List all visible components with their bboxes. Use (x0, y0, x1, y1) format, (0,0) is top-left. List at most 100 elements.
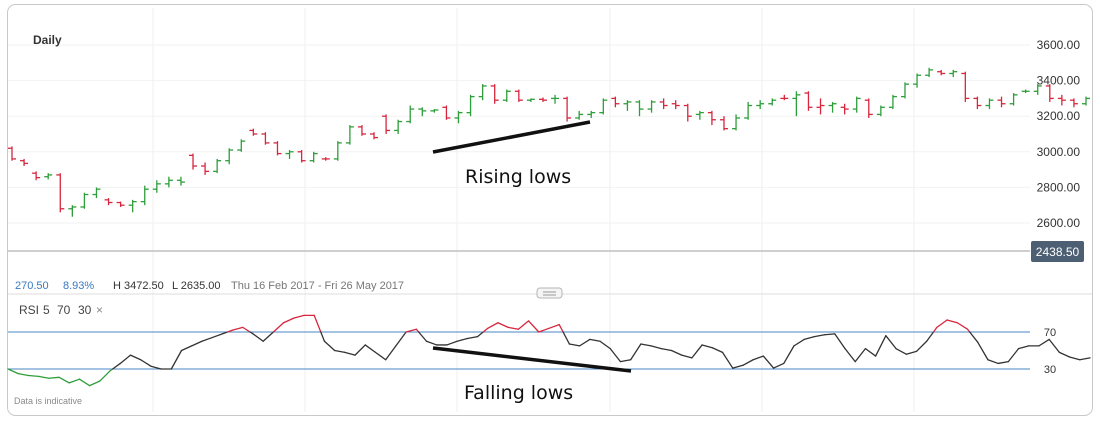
horizontal-gridlines (8, 44, 1030, 224)
price-tick-label: 2600.00 (1037, 216, 1081, 230)
ohlc-bar (32, 171, 41, 181)
rising-lows-trendline (432, 120, 591, 154)
rsi-segment (293, 314, 305, 319)
ohlc-bar (611, 96, 620, 108)
ohlc-bar (261, 132, 270, 145)
ohlc-bar (478, 84, 487, 101)
rsi-segment (78, 378, 91, 387)
current-price-value: 2438.50 (1036, 245, 1080, 259)
rsi-segment (385, 345, 397, 361)
ohlc-bar (913, 73, 922, 88)
rsi-label: RSI (19, 303, 39, 317)
date-range: Thu 16 Feb 2017 - Fri 26 May 2017 (231, 280, 404, 292)
period-label: Daily (33, 33, 62, 47)
ohlc-bar (225, 148, 234, 165)
rsi-segment (344, 351, 356, 356)
rsi-segment (874, 335, 887, 357)
rising-lows-label: Rising lows (465, 166, 571, 188)
rsi-segment (578, 338, 591, 347)
rsi-segment (548, 323, 560, 329)
rsi-segment (640, 343, 652, 347)
rsi-indicator-header[interactable]: RSI 5 70 30 (19, 303, 92, 317)
rsi-segment (456, 337, 468, 342)
ohlc-bar (526, 98, 535, 102)
rsi-segment (969, 331, 979, 343)
rsi-lower: 30 (78, 303, 92, 317)
ohlc-bar (538, 97, 547, 102)
rsi-segment (752, 355, 765, 361)
rsi-segment (895, 347, 907, 355)
ohlc-bar (490, 84, 499, 104)
ohlc-bar (1069, 98, 1078, 108)
ohlc-bar (719, 116, 728, 131)
current-price-badge: 2438.50 (1031, 241, 1084, 262)
ohlc-bar (635, 100, 644, 117)
rsi-segment (221, 331, 229, 335)
ohlc-bar (707, 110, 716, 126)
ohlc-bar (128, 199, 137, 213)
rsi-segment (630, 343, 642, 361)
rsi-segment (425, 340, 438, 346)
rsi-segment (180, 345, 193, 352)
rsi-segment (742, 359, 754, 366)
ohlc-bar (502, 89, 511, 102)
remove-indicator-icon[interactable]: × (96, 303, 103, 317)
ohlc-bar (285, 150, 294, 159)
falling-lows-trendline (432, 346, 632, 373)
ohlc-bar (418, 107, 427, 117)
ohlc-bar (430, 109, 439, 113)
rsi-segment (619, 359, 632, 363)
rsi-segment (885, 335, 897, 350)
rsi-segment (191, 340, 203, 347)
ohlc-bar (8, 146, 16, 161)
rsi-segment (844, 347, 856, 363)
price-tick-label: 3200.00 (1037, 109, 1081, 123)
rsi-segment (681, 354, 693, 359)
ohlc-bar (876, 105, 885, 117)
ohlc-bar (599, 98, 608, 115)
ohlc-bar (949, 69, 958, 78)
rsi-segment (670, 349, 683, 356)
rsi-segment (48, 376, 60, 379)
ohlc-bar (370, 132, 379, 140)
ohlc-bar (623, 100, 632, 111)
rsi-segment (854, 347, 867, 363)
rsi-segment (813, 334, 826, 338)
rsi-segment (418, 331, 428, 342)
rsi-upper: 70 (57, 303, 71, 317)
rsi-segment (313, 314, 322, 333)
rsi-line (7, 314, 1091, 387)
rsi-segment (374, 351, 387, 361)
ohlc-bar (768, 98, 777, 106)
resize-handle-box[interactable] (536, 287, 563, 299)
rsi-segment (834, 333, 846, 350)
falling-lows-label: Falling lows (464, 382, 573, 404)
rsi-segment (272, 322, 285, 333)
ohlc-bar (442, 105, 451, 120)
rsi-segment (1048, 338, 1061, 354)
rsi-segment (721, 351, 734, 369)
ohlc-bar (647, 100, 656, 113)
ohlc-bar (925, 67, 934, 78)
pane-resize-handle[interactable] (536, 287, 563, 299)
ohlc-bar (237, 139, 246, 152)
rsi-segment (323, 340, 336, 352)
ohlc-bar (116, 201, 125, 207)
rsi-segment (170, 349, 183, 370)
rsi-segment (17, 372, 30, 377)
rsi-segment (772, 362, 785, 369)
rsi-segment (446, 340, 458, 346)
ohlc-bar (297, 150, 306, 163)
ohlc-bar (985, 98, 994, 110)
rsi-segment (7, 368, 19, 375)
rsi-segment (1079, 357, 1091, 361)
data-disclaimer: Data is indicative (14, 396, 82, 406)
rsi-segment (242, 326, 251, 333)
rsi-segment (589, 338, 601, 342)
rsi-segment (946, 319, 958, 324)
rsi-segment (1017, 345, 1030, 350)
rsi-segment (1068, 356, 1081, 361)
ohlc-bar (92, 187, 101, 199)
